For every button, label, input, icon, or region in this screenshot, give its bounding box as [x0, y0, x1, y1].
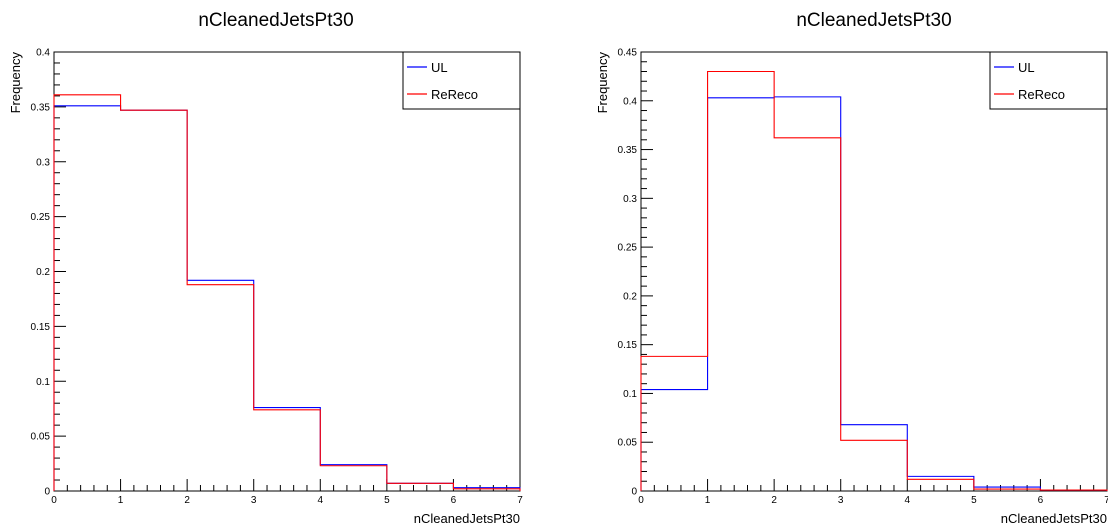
y-tick-label: 0.15: [618, 340, 638, 351]
x-tick-label: 5: [384, 495, 390, 506]
y-tick-label: 0.25: [618, 243, 638, 254]
chart-panel-left: nCleanedJetsPt30 0 0.05 0.1 0.15 0.2 0.25 0.3 0.…: [8, 10, 523, 526]
y-tick-label: 0: [631, 487, 637, 498]
legend-label-ul: UL: [1018, 60, 1035, 75]
x-tick-label: 0: [51, 495, 57, 506]
histogram-series-ul: [640, 96, 1108, 491]
x-tick-label: 6: [451, 495, 457, 506]
x-tick-label: 1: [705, 495, 711, 506]
x-axis-label: nCleanedJetsPt30: [1001, 511, 1107, 526]
y-tick-label: 0.4: [36, 48, 50, 59]
y-tick-label: 0.05: [31, 432, 51, 443]
x-tick-label: 5: [971, 495, 977, 506]
x-tick-label: 4: [905, 495, 911, 506]
histogram-series-rereco: [53, 94, 521, 491]
legend-label-rereco: ReReco: [431, 87, 478, 102]
chart-panel-right: nCleanedJetsPt30 0 0.05 0.1 0.15 0.2 0.25 0.3 0.…: [554, 0, 1108, 529]
y-tick-label: 0.25: [31, 212, 51, 223]
legend-box: [402, 51, 521, 110]
legend-box: [989, 51, 1108, 110]
y-tick-label: 0.1: [623, 389, 637, 400]
x-tick-label: 6: [1038, 495, 1044, 506]
legend-label-ul: UL: [431, 60, 448, 75]
y-tick-label: 0.4: [623, 96, 637, 107]
y-tick-label: 0.3: [36, 157, 50, 168]
x-tick-label: 2: [771, 495, 777, 506]
plot-frame: [640, 51, 1108, 492]
chart-title: nCleanedJetsPt30: [796, 10, 951, 31]
plot-frame: [53, 51, 521, 492]
y-tick-label: 0.05: [618, 438, 638, 449]
legend-label-rereco: ReReco: [1018, 87, 1065, 102]
y-axis-label: Frequency: [595, 52, 610, 114]
y-tick-label: 0.35: [618, 145, 638, 156]
x-tick-label: 3: [838, 495, 844, 506]
chart-title: nCleanedJetsPt30: [198, 10, 353, 31]
histogram-chart-right: nCleanedJetsPt30 0 0.05 0.1 0.15 0.2 0.25 0.3 0.…: [595, 10, 1108, 526]
y-tick-label: 0.35: [31, 102, 51, 113]
x-axis-label: nCleanedJetsPt30: [414, 511, 520, 526]
y-tick-label: 0.15: [31, 322, 51, 333]
y-tick-label: 0.1: [36, 377, 50, 388]
x-tick-label: 1: [118, 495, 124, 506]
x-tick-label: 7: [1104, 495, 1108, 506]
y-tick-label: 0.2: [36, 267, 50, 278]
y-tick-label: 0.45: [618, 48, 638, 59]
y-tick-label: 0.3: [623, 194, 637, 205]
y-axis-label: Frequency: [8, 52, 23, 114]
y-tick-label: 0: [44, 487, 50, 498]
y-tick-label: 0.2: [623, 291, 637, 302]
histogram-series-ul: [53, 105, 521, 491]
x-tick-label: 7: [517, 495, 523, 506]
x-tick-label: 4: [318, 495, 324, 506]
histogram-chart-left: nCleanedJetsPt30 0 0.05 0.1 0.15 0.2 0.25 0.3 0.…: [8, 10, 523, 526]
x-tick-label: 0: [638, 495, 644, 506]
x-tick-label: 3: [251, 495, 257, 506]
x-tick-label: 2: [184, 495, 190, 506]
histogram-series-rereco: [640, 70, 1108, 491]
